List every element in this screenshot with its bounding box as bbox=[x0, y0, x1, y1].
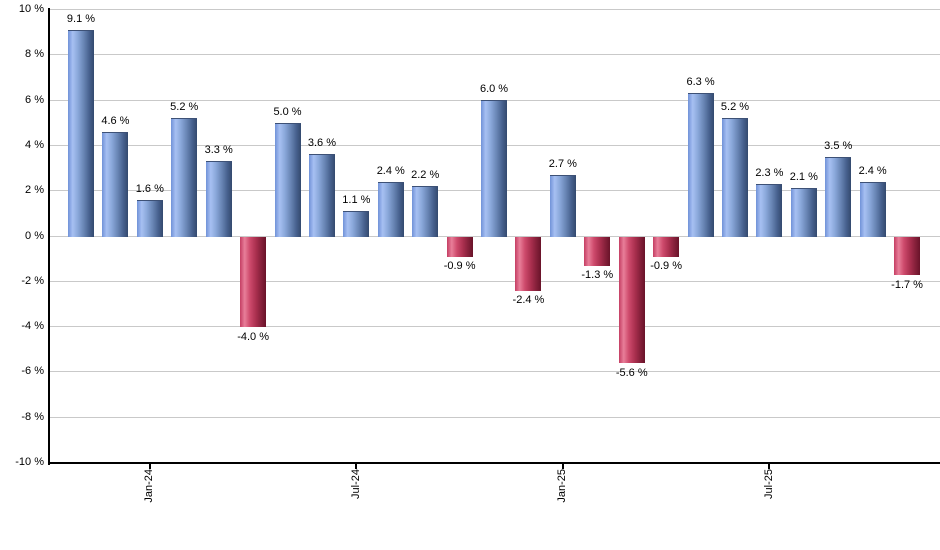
bar-value-label: 3.5 % bbox=[824, 139, 853, 152]
x-axis-tick-label: Jan-24 bbox=[143, 469, 156, 503]
y-axis-tick-label: 0 % bbox=[25, 229, 44, 242]
bar[interactable] bbox=[171, 118, 198, 237]
bar[interactable] bbox=[102, 131, 129, 237]
gridline bbox=[48, 371, 940, 373]
bar[interactable] bbox=[756, 183, 783, 237]
bar[interactable] bbox=[308, 154, 335, 237]
y-axis-tick-label: -6 % bbox=[21, 365, 44, 378]
gridline bbox=[48, 326, 940, 328]
gridline bbox=[48, 416, 940, 418]
bar-value-label: 3.3 % bbox=[204, 144, 233, 157]
bar[interactable] bbox=[584, 236, 611, 266]
x-axis-tick-label: Jul-24 bbox=[349, 469, 362, 499]
bar-value-label: 2.4 % bbox=[858, 164, 887, 177]
y-axis-tick-label: 8 % bbox=[25, 48, 44, 61]
bar-value-label: 3.6 % bbox=[307, 137, 336, 150]
x-axis bbox=[48, 462, 940, 464]
bar-value-label: 4.6 % bbox=[101, 114, 130, 127]
y-axis-tick-label: -4 % bbox=[21, 320, 44, 333]
bar-value-label: -0.9 % bbox=[443, 260, 476, 273]
y-axis-tick-label: -10 % bbox=[15, 456, 44, 468]
bar-value-label: 5.2 % bbox=[170, 101, 199, 114]
bar[interactable] bbox=[859, 181, 886, 237]
bar-value-label: -1.7 % bbox=[891, 278, 923, 291]
bar-value-label: 2.4 % bbox=[376, 164, 405, 177]
bar-value-label: -0.9 % bbox=[650, 260, 683, 273]
bar[interactable] bbox=[481, 100, 508, 237]
bar[interactable] bbox=[653, 236, 680, 257]
bar-value-label: 6.3 % bbox=[686, 76, 715, 89]
bar-value-label: 5.2 % bbox=[720, 101, 750, 114]
bar-value-label: 2.2 % bbox=[411, 169, 440, 182]
gridline bbox=[48, 280, 940, 282]
bar[interactable] bbox=[894, 236, 921, 275]
y-axis bbox=[48, 8, 50, 465]
bar-value-label: -2.4 % bbox=[512, 294, 545, 307]
bar[interactable] bbox=[515, 236, 542, 291]
bar[interactable] bbox=[205, 161, 232, 237]
x-axis-tick-label: Jan-25 bbox=[556, 469, 569, 503]
gridline bbox=[48, 9, 940, 10]
bar-value-label: -4.0 % bbox=[237, 330, 269, 343]
bar[interactable] bbox=[790, 188, 817, 237]
bar[interactable] bbox=[825, 156, 852, 237]
y-axis-tick-label: -8 % bbox=[21, 410, 44, 423]
bar[interactable] bbox=[377, 181, 404, 237]
gridline bbox=[48, 54, 940, 56]
bar-value-label: 2.3 % bbox=[755, 166, 784, 179]
x-axis-tick bbox=[148, 464, 151, 469]
bar[interactable] bbox=[240, 236, 267, 328]
y-axis-tick-label: -2 % bbox=[21, 274, 44, 287]
bar-value-label: 2.7 % bbox=[548, 157, 577, 170]
bar-value-label: -5.6 % bbox=[615, 366, 648, 379]
bar[interactable] bbox=[136, 199, 163, 237]
y-axis-tick-label: 6 % bbox=[25, 93, 44, 106]
bar[interactable] bbox=[274, 122, 301, 237]
x-axis-tick bbox=[561, 464, 564, 469]
bar[interactable] bbox=[68, 29, 94, 237]
bar[interactable] bbox=[687, 93, 714, 237]
bar-value-label: 1.6 % bbox=[135, 182, 164, 195]
bar[interactable] bbox=[721, 118, 748, 237]
y-axis-tick-label: 10 % bbox=[18, 3, 44, 15]
bar[interactable] bbox=[618, 236, 645, 364]
bar-value-label: -1.3 % bbox=[581, 269, 614, 282]
x-axis-tick bbox=[355, 464, 358, 469]
y-axis-tick-label: 4 % bbox=[25, 138, 44, 151]
y-axis-tick-label: 2 % bbox=[25, 184, 44, 197]
bar-value-label: 5.0 % bbox=[273, 105, 302, 118]
bar[interactable] bbox=[446, 236, 473, 257]
x-axis-tick-label: Jul-25 bbox=[762, 469, 775, 499]
bar-value-label: 6.0 % bbox=[479, 83, 509, 96]
bar-value-label: 2.1 % bbox=[789, 171, 818, 184]
bar-value-label: 1.1 % bbox=[342, 194, 371, 207]
bar-value-label: 9.1 % bbox=[66, 12, 96, 25]
bar[interactable] bbox=[412, 186, 439, 237]
x-axis-tick bbox=[768, 464, 771, 469]
bar[interactable] bbox=[343, 211, 370, 237]
bar[interactable] bbox=[549, 174, 576, 237]
